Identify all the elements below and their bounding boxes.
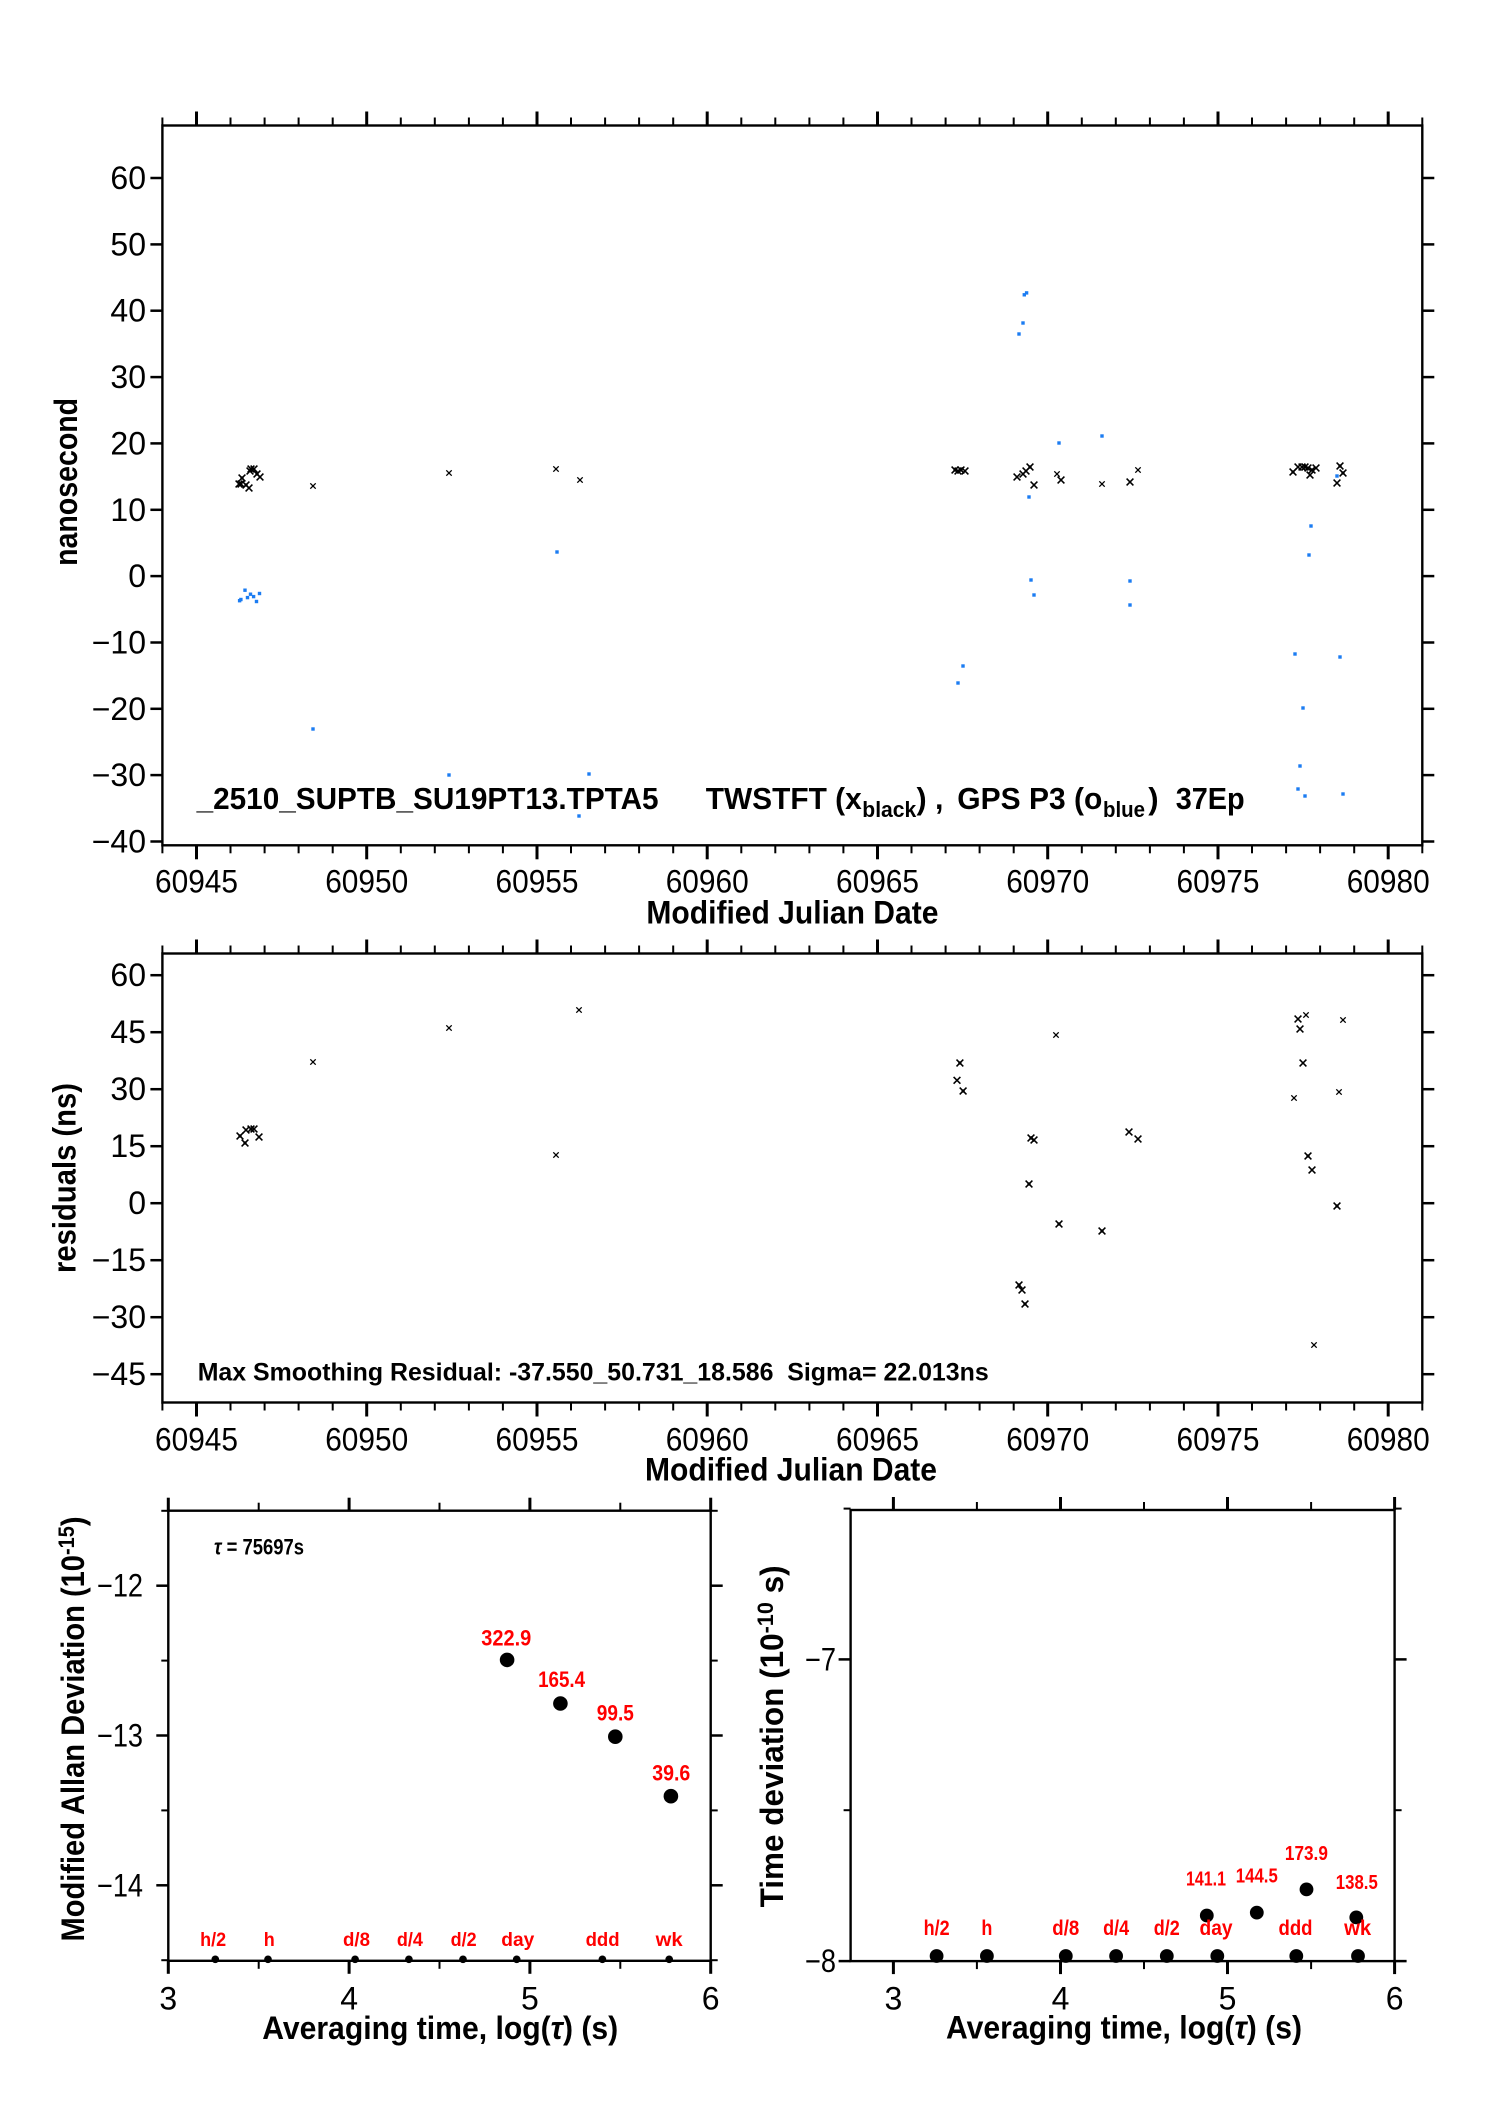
svg-text:39.6: 39.6 <box>652 1761 690 1786</box>
svg-text:60980: 60980 <box>1347 864 1430 900</box>
svg-text:h: h <box>981 1917 992 1940</box>
svg-text:wk: wk <box>655 1930 684 1951</box>
svg-text:138.5: 138.5 <box>1336 1872 1378 1894</box>
svg-text:20: 20 <box>110 425 146 461</box>
svg-text:60945: 60945 <box>155 864 238 900</box>
svg-text:d/4: d/4 <box>397 1930 423 1951</box>
svg-text:60970: 60970 <box>1006 1422 1089 1458</box>
svg-text:_2510_SUPTB_SU19PT13.TPTA5: _2510_SUPTB_SU19PT13.TPTA5 <box>196 781 659 816</box>
svg-text:TWSTFT (x: TWSTFT (x <box>706 781 863 816</box>
svg-text:−10: −10 <box>92 625 146 661</box>
svg-text:30: 30 <box>110 1071 146 1107</box>
svg-text:−30: −30 <box>92 1299 146 1335</box>
svg-text:ddd: ddd <box>1279 1917 1313 1940</box>
svg-text:Modified Julian Date: Modified Julian Date <box>646 895 938 931</box>
svg-text:4: 4 <box>1052 1981 1070 2017</box>
svg-text:5: 5 <box>521 1980 539 2016</box>
svg-text:Averaging time, log(τ) (s): Averaging time, log(τ) (s) <box>946 2010 1302 2046</box>
svg-text:60960: 60960 <box>666 864 749 900</box>
svg-text:50: 50 <box>110 226 146 262</box>
svg-text:ddd: ddd <box>586 1930 620 1951</box>
svg-text:Averaging time, log(τ) (s): Averaging time, log(τ) (s) <box>262 2010 618 2046</box>
svg-text:−20: −20 <box>92 691 146 727</box>
svg-text:day: day <box>501 1930 534 1951</box>
svg-text:3: 3 <box>885 1981 903 2017</box>
svg-text:165.4: 165.4 <box>538 1667 586 1692</box>
svg-text:60975: 60975 <box>1177 1422 1260 1458</box>
svg-text:d/8: d/8 <box>1052 1917 1079 1940</box>
svg-text:4: 4 <box>340 1980 358 2016</box>
svg-text:60: 60 <box>110 957 146 993</box>
svg-text:0: 0 <box>128 558 146 594</box>
svg-text:40: 40 <box>110 293 146 329</box>
svg-text:3: 3 <box>159 1980 177 2016</box>
svg-text:Modified Allan Deviation (10-1: Modified Allan Deviation (10-15) <box>54 1517 91 1942</box>
svg-text:60980: 60980 <box>1347 1422 1430 1458</box>
svg-text:30: 30 <box>110 359 146 395</box>
svg-text:60950: 60950 <box>325 864 408 900</box>
svg-text:5: 5 <box>1219 1981 1237 2017</box>
svg-text:60975: 60975 <box>1177 864 1260 900</box>
svg-text:−8: −8 <box>805 1943 836 1979</box>
svg-text:h/2: h/2 <box>924 1917 950 1940</box>
svg-text:15: 15 <box>110 1128 146 1164</box>
svg-text:GPS P3 (o: GPS P3 (o <box>957 781 1102 816</box>
svg-text:d/8: d/8 <box>343 1930 370 1951</box>
svg-text:h/2: h/2 <box>200 1930 226 1951</box>
svg-text:h: h <box>264 1930 275 1951</box>
svg-text:60965: 60965 <box>836 864 919 900</box>
svg-text:wk: wk <box>1343 1917 1371 1940</box>
svg-text:−14: −14 <box>97 1867 143 1903</box>
svg-text:Time deviation (10-10 s): Time deviation (10-10 s) <box>753 1565 790 1907</box>
svg-text:residuals (ns): residuals (ns) <box>47 1083 83 1273</box>
svg-text:60945: 60945 <box>155 1422 238 1458</box>
svg-text:−15: −15 <box>92 1242 146 1278</box>
svg-text:322.9: 322.9 <box>481 1626 531 1651</box>
svg-text:−30: −30 <box>92 757 146 793</box>
svg-text:60960: 60960 <box>666 1422 749 1458</box>
svg-text:−45: −45 <box>92 1356 146 1392</box>
svg-text:10: 10 <box>110 492 146 528</box>
svg-text:−13: −13 <box>97 1718 143 1754</box>
svg-text:−40: −40 <box>92 824 146 860</box>
svg-text:144.5: 144.5 <box>1236 1865 1278 1887</box>
svg-text:60965: 60965 <box>836 1422 919 1458</box>
svg-text:45: 45 <box>110 1014 146 1050</box>
svg-text:60950: 60950 <box>325 1422 408 1458</box>
svg-text:−7: −7 <box>805 1641 836 1677</box>
svg-text:day: day <box>1200 1917 1233 1940</box>
svg-text:black: black <box>862 797 917 822</box>
svg-text:6: 6 <box>1386 1981 1404 2017</box>
svg-text:0: 0 <box>128 1185 146 1221</box>
svg-text:d/4: d/4 <box>1103 1917 1129 1940</box>
svg-text:nanosecond: nanosecond <box>48 398 84 566</box>
svg-text:−12: −12 <box>97 1568 143 1604</box>
svg-text:60970: 60970 <box>1006 864 1089 900</box>
svg-text:Modified Julian Date: Modified Julian Date <box>645 1451 937 1487</box>
svg-text:τ = 75697s: τ = 75697s <box>214 1534 304 1559</box>
svg-text:6: 6 <box>702 1980 720 2016</box>
svg-text:): ) <box>1148 781 1158 816</box>
svg-text:173.9: 173.9 <box>1285 1843 1328 1865</box>
svg-text:) ,: ) , <box>917 781 944 816</box>
svg-text:60: 60 <box>110 160 146 196</box>
svg-text:d/2: d/2 <box>451 1930 477 1951</box>
svg-text:d/2: d/2 <box>1154 1917 1180 1940</box>
svg-text:60955: 60955 <box>496 864 579 900</box>
svg-text:141.1: 141.1 <box>1186 1869 1226 1891</box>
svg-text:Max Smoothing Residual: -37.55: Max Smoothing Residual: -37.550_50.731_1… <box>198 1359 989 1387</box>
svg-text:37Ep: 37Ep <box>1176 781 1245 816</box>
svg-text:blue: blue <box>1103 797 1145 822</box>
svg-text:99.5: 99.5 <box>597 1701 634 1726</box>
svg-text:60955: 60955 <box>496 1422 579 1458</box>
